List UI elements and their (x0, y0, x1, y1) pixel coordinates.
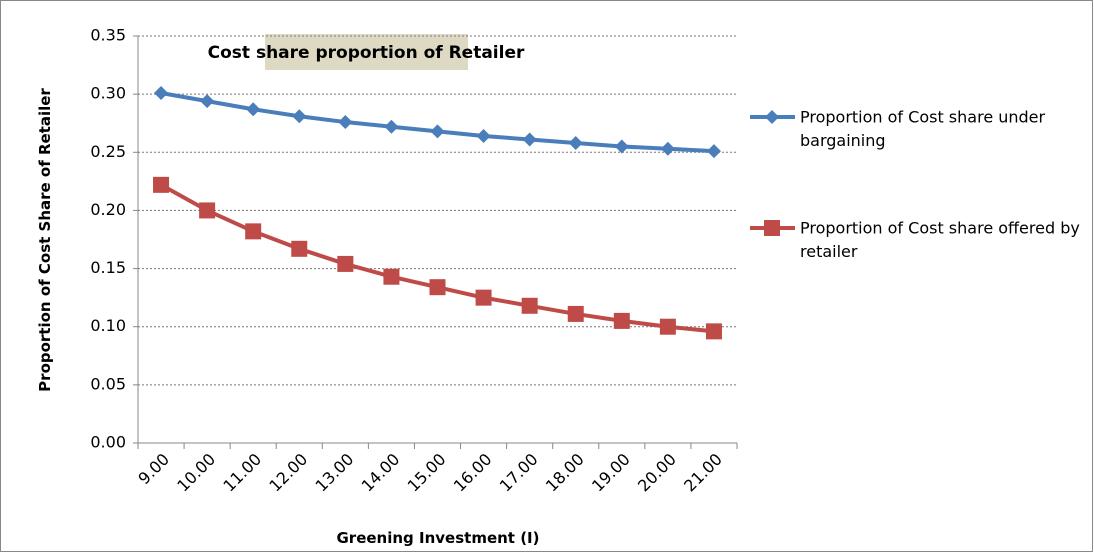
legend-marker (765, 110, 779, 124)
chart-title: Cost share proportion of Retailer (208, 43, 525, 63)
point-marker (291, 240, 308, 257)
point-marker (568, 135, 583, 150)
y-tick-label: 0.35 (90, 26, 126, 45)
legend-label: Proportion of Cost share under bargaining (800, 108, 1046, 150)
point-marker (338, 115, 353, 130)
y-tick-label: 0.05 (90, 374, 126, 393)
point-marker (430, 124, 445, 139)
point-marker (429, 279, 446, 296)
point-marker (154, 85, 169, 100)
title-box (265, 34, 468, 70)
y-tick-label: 0.30 (90, 84, 126, 103)
point-marker (613, 312, 630, 329)
y-tick-label: 0.10 (90, 316, 126, 335)
y-tick-label: 0.15 (90, 258, 126, 277)
point-marker (659, 318, 676, 335)
point-marker (245, 223, 262, 240)
point-marker (567, 305, 584, 322)
point-marker (384, 119, 399, 134)
point-marker (153, 176, 170, 193)
x-axis-title: Greening Investment (I) (337, 529, 540, 547)
y-tick-label: 0.00 (90, 433, 126, 452)
point-marker (475, 289, 492, 306)
point-marker (199, 202, 216, 219)
y-tick-label: 0.25 (90, 142, 126, 161)
point-marker (383, 268, 400, 285)
point-marker (337, 255, 354, 272)
y-axis-title: Proportion of Cost Share of Retailer (36, 88, 54, 392)
point-marker (706, 144, 721, 159)
point-marker (660, 141, 675, 156)
legend-label: Proportion of Cost share offered by retai… (800, 219, 1080, 261)
point-marker (614, 139, 629, 154)
point-marker (522, 132, 537, 147)
point-marker (705, 323, 722, 340)
point-marker (292, 109, 307, 124)
point-marker (246, 102, 261, 117)
point-marker (521, 297, 538, 314)
legend-marker (764, 220, 780, 236)
point-marker (200, 94, 215, 109)
point-marker (476, 129, 491, 144)
y-tick-label: 0.20 (90, 200, 126, 219)
